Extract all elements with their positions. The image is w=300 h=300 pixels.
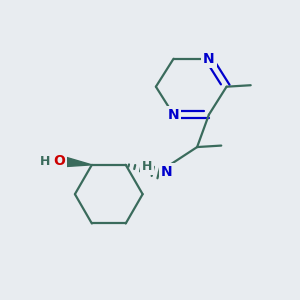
Text: H: H — [40, 155, 50, 168]
Text: N: N — [203, 52, 215, 66]
Text: H: H — [142, 160, 152, 173]
Polygon shape — [65, 157, 92, 167]
Text: N: N — [168, 108, 179, 122]
Text: N: N — [161, 165, 173, 179]
Text: O: O — [53, 154, 65, 168]
